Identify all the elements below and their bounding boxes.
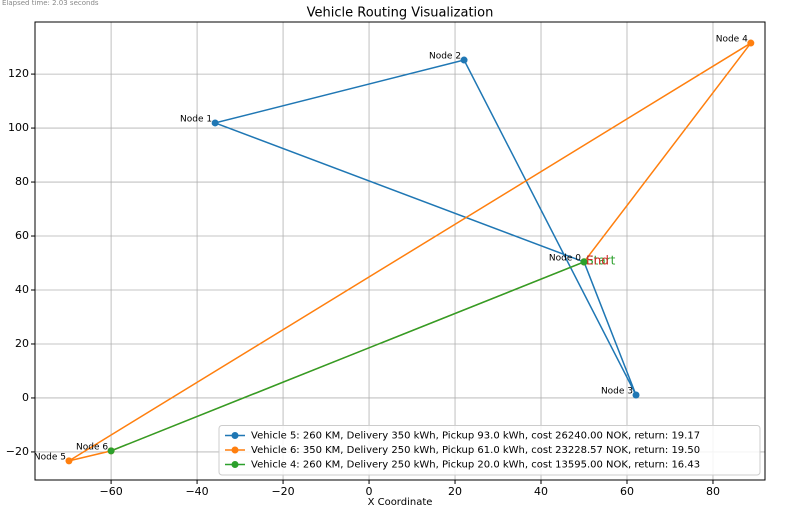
y-tick-label: −20 (6, 445, 29, 458)
annotation: Node 4 (716, 35, 748, 45)
x-tick-label: −60 (99, 485, 122, 498)
route-point (107, 447, 115, 455)
plot-frame (34, 21, 766, 481)
y-tick-label: 120 (8, 67, 29, 80)
chart-title: Vehicle Routing Visualization (307, 6, 494, 21)
route-point (580, 258, 588, 266)
legend-box (218, 425, 761, 476)
route-point (747, 39, 755, 47)
x-tick-label: 80 (706, 485, 720, 498)
legend-label: Vehicle 4: 260 KM, Delivery 250 kWh, Pic… (251, 460, 700, 471)
legend-marker (231, 461, 239, 468)
annotation: Start (586, 253, 616, 267)
route-line (212, 59, 637, 396)
route-point (211, 119, 219, 127)
annotation: Node 2 (429, 52, 461, 62)
x-tick-label: 0 (366, 485, 373, 498)
y-tick-label: 20 (15, 337, 29, 350)
route-point (65, 457, 73, 465)
x-axis-label: X Coordinate (368, 497, 433, 508)
annotation: Node 0 (549, 253, 581, 263)
x-tick-label: 20 (448, 485, 462, 498)
x-tick-label: −20 (271, 485, 294, 498)
route-point (632, 391, 640, 399)
annotation: End (586, 253, 609, 267)
y-tick-label: 100 (8, 121, 29, 134)
legend-label: Vehicle 6: 350 KM, Delivery 250 kWh, Pic… (251, 445, 700, 456)
caption: Elapsed time: 2.03 seconds (2, 0, 99, 7)
x-tick-label: −40 (185, 485, 208, 498)
y-tick-label: 80 (15, 175, 29, 188)
annotation: Node 6 (76, 442, 108, 452)
x-tick-label: 60 (620, 485, 634, 498)
y-tick-label: 0 (22, 391, 29, 404)
annotation: Node 3 (601, 386, 633, 396)
legend-marker (231, 446, 239, 454)
annotation: Node 5 (34, 452, 66, 462)
y-tick-label: 60 (15, 229, 29, 242)
route-point (460, 56, 468, 64)
annotation: Node 1 (180, 114, 212, 124)
x-tick-label: 40 (534, 485, 548, 498)
y-tick-label: 40 (15, 283, 29, 296)
legend-label: Vehicle 5: 260 KM, Delivery 350 kWh, Pic… (251, 431, 700, 442)
legend-marker (231, 432, 239, 439)
